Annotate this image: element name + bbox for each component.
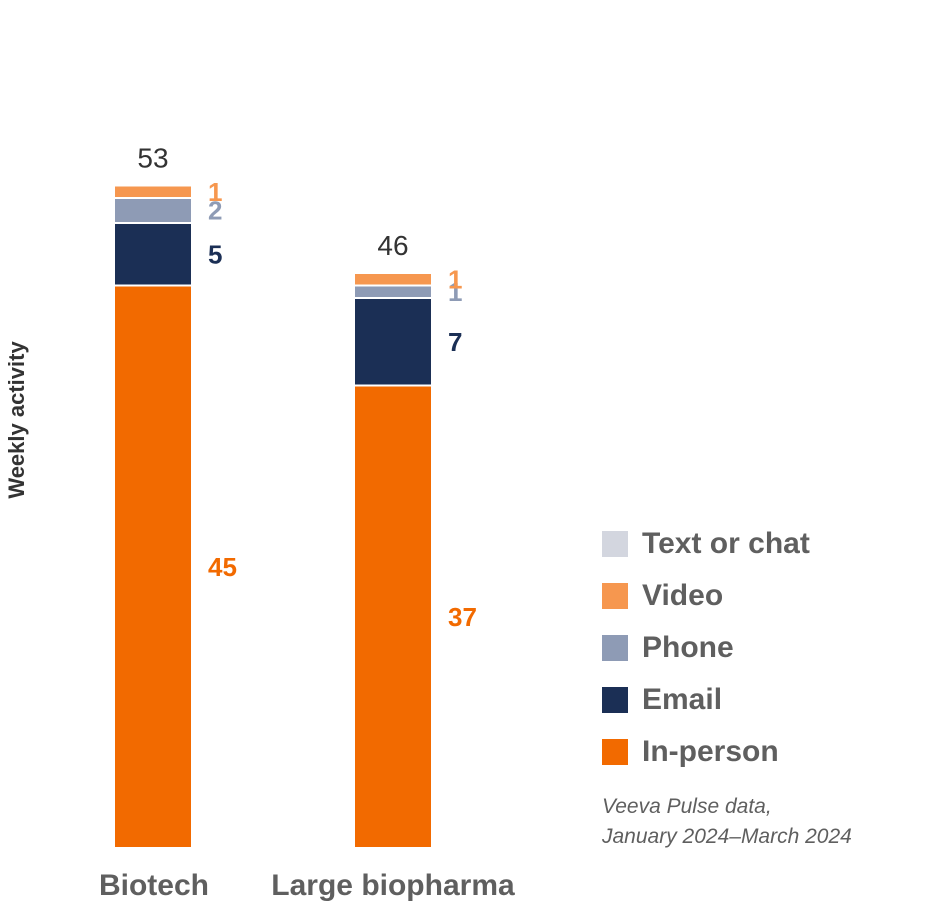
legend-item-phone: Phone — [602, 622, 810, 674]
bar-segment-large-biopharma-video — [353, 272, 433, 287]
bar-segment-large-biopharma-email — [353, 297, 433, 387]
segment-value-biotech-in-person: 45 — [208, 552, 237, 582]
segment-value-biotech-video: 1 — [208, 177, 222, 207]
legend-label-text-or-chat: Text or chat — [642, 527, 810, 560]
segment-value-large-biopharma-email: 7 — [448, 327, 462, 357]
bar-segment-biotech-phone — [113, 197, 193, 224]
source-line-2: January 2024–March 2024 — [602, 825, 852, 848]
segment-value-large-biopharma-in-person: 37 — [448, 602, 477, 632]
bar-segment-biotech-video — [113, 184, 193, 199]
segment-value-large-biopharma-phone: 1 — [448, 277, 462, 307]
total-label-large-biopharma: 46 — [377, 230, 408, 261]
legend-swatch-text-or-chat — [602, 531, 628, 557]
total-label-biotech: 53 — [137, 143, 168, 174]
source-note: Veeva Pulse data, January 2024–March 202… — [602, 792, 852, 852]
legend-item-text-or-chat: Text or chat — [602, 518, 810, 570]
y-axis-label: Weekly activity — [4, 341, 29, 499]
legend-item-in-person: In-person — [602, 726, 810, 778]
bar-segment-large-biopharma-phone — [353, 284, 433, 299]
legend-label-in-person: In-person — [642, 735, 779, 768]
source-line-1: Veeva Pulse data, — [602, 795, 772, 818]
segment-value-biotech-phone: 2 — [208, 196, 222, 226]
legend-item-video: Video — [602, 570, 810, 622]
legend-item-email: Email — [602, 674, 810, 726]
legend-swatch-in-person — [602, 739, 628, 765]
legend-swatch-email — [602, 687, 628, 713]
bar-segment-biotech-in-person — [113, 284, 193, 849]
category-label-large-biopharma: Large biopharma — [271, 869, 515, 902]
legend-label-phone: Phone — [642, 631, 734, 664]
legend-swatch-video — [602, 583, 628, 609]
bar-segment-biotech-email — [113, 222, 193, 287]
legend: Text or chat Video Phone Email In-person — [602, 518, 810, 778]
legend-label-email: Email — [642, 683, 723, 716]
legend-label-video: Video — [642, 579, 724, 612]
segment-value-biotech-email: 5 — [208, 239, 222, 269]
category-label-biotech: Biotech — [99, 869, 209, 902]
legend-swatch-phone — [602, 635, 628, 661]
segment-value-large-biopharma-video: 1 — [448, 264, 462, 294]
bar-segment-large-biopharma-in-person — [353, 384, 433, 849]
